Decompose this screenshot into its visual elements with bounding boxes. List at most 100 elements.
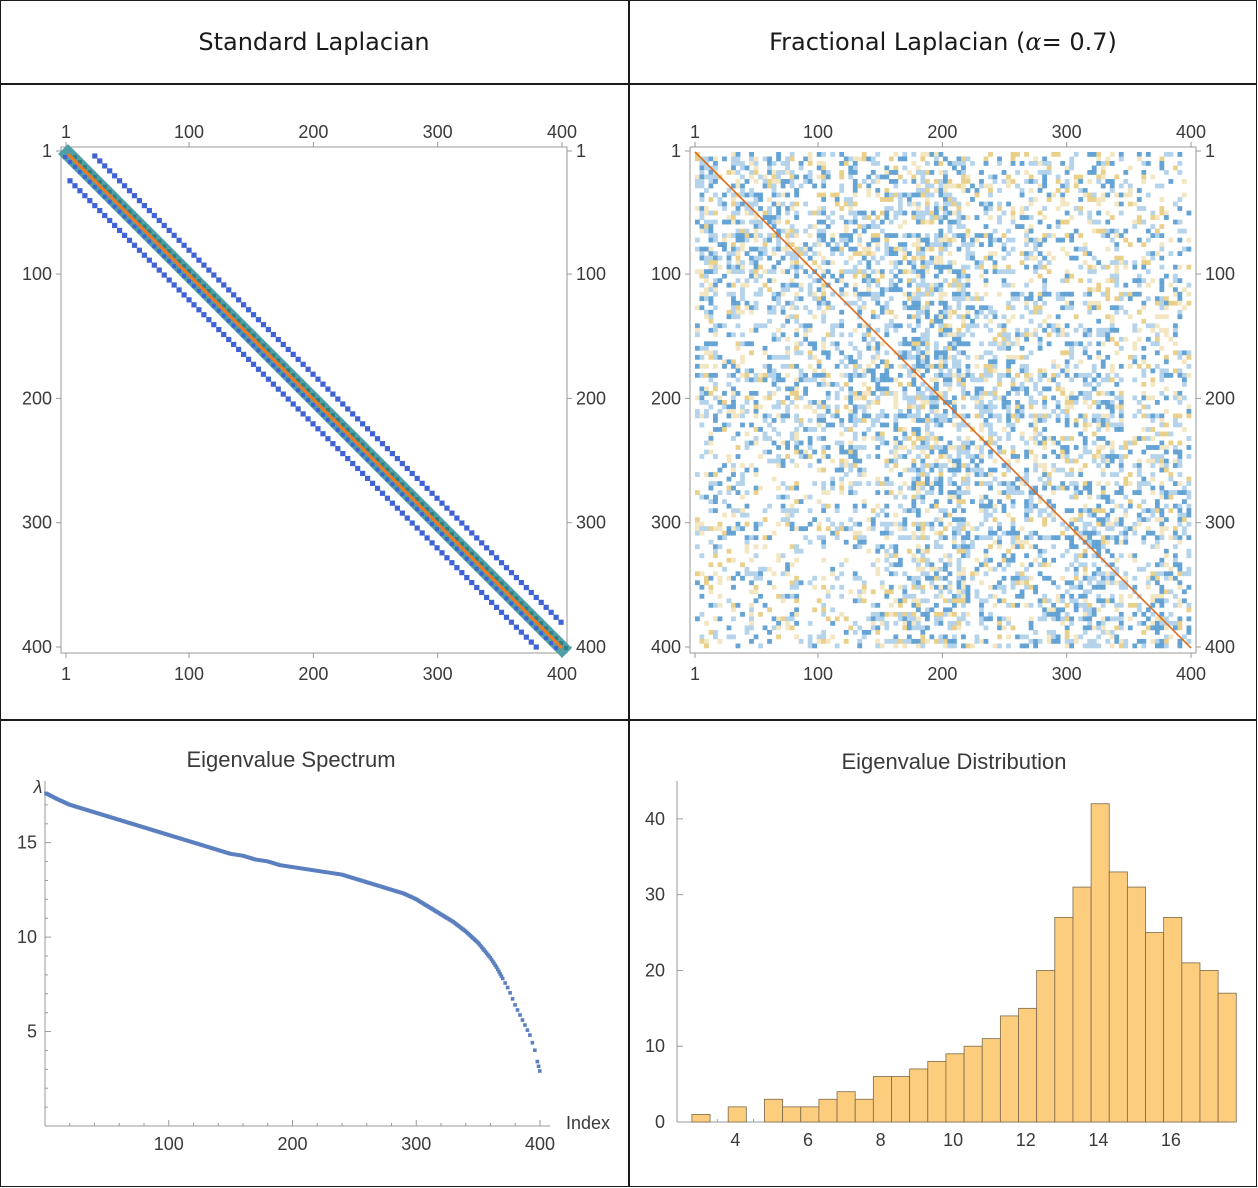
frac-cell bbox=[1141, 481, 1147, 486]
frac-cell bbox=[1177, 395, 1183, 401]
frac-cell bbox=[1123, 571, 1129, 577]
frac-cell bbox=[1069, 291, 1075, 297]
frac-cell bbox=[744, 282, 750, 288]
frac-cell bbox=[1159, 526, 1165, 532]
frac-cell bbox=[1118, 400, 1124, 405]
frac-cell bbox=[839, 359, 845, 365]
frac-cell bbox=[1118, 210, 1124, 216]
frac-cell bbox=[722, 242, 727, 247]
frac-cell bbox=[1109, 458, 1115, 464]
frac-cell bbox=[1105, 580, 1111, 586]
frac-cell bbox=[1010, 152, 1016, 157]
frac-cell bbox=[1109, 179, 1115, 184]
std-band-lower-100 bbox=[191, 302, 197, 308]
frac-cell bbox=[1028, 197, 1034, 202]
std-band-upper-136 bbox=[260, 322, 267, 328]
frac-cell bbox=[947, 161, 953, 166]
frac-cell bbox=[1037, 463, 1043, 468]
frac-cell bbox=[1118, 390, 1124, 396]
frac-cell bbox=[821, 318, 827, 324]
frac-cell bbox=[1136, 327, 1142, 333]
frac-cell bbox=[695, 156, 700, 162]
frac-cell bbox=[1163, 571, 1169, 577]
frac-cell bbox=[1105, 179, 1111, 184]
frac-cell bbox=[740, 413, 745, 419]
frac-cell bbox=[952, 593, 957, 599]
frac-cell bbox=[1037, 476, 1043, 482]
frac-cell bbox=[1181, 359, 1187, 365]
frac-cell bbox=[1051, 372, 1057, 378]
frac-cell bbox=[1006, 616, 1011, 622]
frac-cell bbox=[1078, 359, 1084, 365]
frac-cell bbox=[1136, 503, 1142, 509]
frac-cell bbox=[956, 291, 962, 297]
frac-cell bbox=[713, 179, 718, 184]
frac-cell bbox=[789, 363, 795, 369]
frac-cell bbox=[789, 431, 795, 437]
frac-cell bbox=[857, 390, 863, 396]
frac-cell bbox=[920, 260, 926, 266]
frac-cell bbox=[1064, 436, 1070, 441]
frac-cell bbox=[956, 454, 962, 459]
frac-cell bbox=[785, 372, 790, 378]
frac-cell bbox=[988, 544, 993, 550]
frac-cell bbox=[915, 192, 921, 198]
frac-cell bbox=[997, 341, 1002, 347]
frac-cell bbox=[961, 282, 966, 288]
frac-cell bbox=[1127, 449, 1133, 455]
frac-cell bbox=[798, 282, 804, 288]
frac-cell bbox=[947, 481, 953, 486]
frac-cell bbox=[695, 174, 700, 180]
frac-cell bbox=[830, 413, 836, 419]
frac-cell bbox=[952, 278, 957, 284]
frac-cell bbox=[893, 233, 899, 238]
frac-cell bbox=[956, 580, 962, 586]
frac-cell bbox=[1010, 282, 1016, 288]
frac-cell bbox=[731, 165, 736, 171]
frac-cell bbox=[857, 269, 863, 275]
frac-cell bbox=[1150, 418, 1156, 423]
frac-cell bbox=[920, 332, 926, 338]
frac-cell bbox=[884, 557, 890, 563]
frac-cell bbox=[988, 481, 993, 486]
std-band-lower-188 bbox=[300, 411, 306, 417]
frac-cell bbox=[893, 192, 899, 198]
frac-cell bbox=[956, 422, 962, 428]
frac-cell bbox=[843, 463, 849, 468]
frac-cell bbox=[1001, 553, 1007, 559]
frac-cell bbox=[785, 287, 790, 293]
frac-cell bbox=[1010, 485, 1016, 491]
frac-cell bbox=[1060, 161, 1066, 166]
frac-cell bbox=[1136, 282, 1142, 288]
frac-cell bbox=[713, 454, 718, 459]
frac-cell bbox=[1136, 566, 1142, 572]
frac-cell bbox=[807, 291, 813, 297]
frac-cell bbox=[1001, 557, 1007, 563]
frac-cell bbox=[852, 390, 858, 396]
frac-cell bbox=[1064, 422, 1070, 428]
frac-cell bbox=[1181, 305, 1187, 311]
std-band-upper-72 bbox=[181, 242, 187, 248]
std-band-upper-156 bbox=[285, 346, 291, 353]
frac-cell bbox=[803, 386, 809, 392]
frac-cell bbox=[1082, 530, 1088, 536]
frac-cell bbox=[753, 156, 759, 162]
std-band-near-upper-4 bbox=[77, 159, 82, 164]
frac-cell bbox=[704, 269, 709, 275]
frac-cell bbox=[974, 413, 980, 419]
frac-cell bbox=[997, 201, 1002, 207]
frac-cell bbox=[1114, 503, 1120, 509]
frac-cell bbox=[731, 530, 736, 536]
frac-cell bbox=[785, 345, 790, 351]
frac-cell bbox=[1010, 526, 1016, 532]
frac-cell bbox=[744, 341, 750, 347]
frac-cell bbox=[1015, 530, 1020, 536]
frac-cell bbox=[1091, 454, 1097, 459]
frac-cell bbox=[888, 544, 894, 550]
frac-cell bbox=[1096, 413, 1102, 419]
frac-cell bbox=[911, 233, 917, 238]
frac-cell bbox=[983, 377, 989, 383]
frac-cell bbox=[1078, 472, 1084, 477]
frac-cell bbox=[1006, 183, 1011, 189]
frac-cell bbox=[938, 544, 944, 550]
